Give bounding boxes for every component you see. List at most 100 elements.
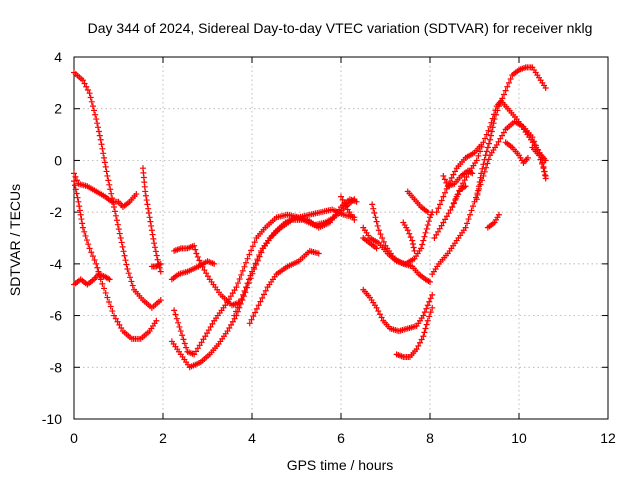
data-point — [116, 230, 123, 237]
data-point — [469, 170, 476, 177]
data-point — [127, 274, 134, 281]
data-point — [118, 324, 125, 331]
data-point — [148, 227, 155, 234]
data-point — [123, 261, 130, 268]
data-point — [411, 247, 418, 254]
data-point — [91, 107, 98, 114]
data-point — [236, 300, 243, 307]
data-point — [483, 164, 490, 171]
data-point — [116, 321, 123, 328]
data-point — [443, 213, 450, 220]
data-point — [203, 270, 210, 277]
data-point — [438, 222, 445, 229]
data-point — [231, 287, 238, 294]
chart-title: Day 344 of 2024, Sidereal Day-to-day VTE… — [88, 20, 593, 36]
data-point — [249, 243, 256, 250]
data-point — [101, 159, 108, 166]
data-point — [262, 287, 269, 294]
data-point — [119, 243, 126, 250]
data-point — [239, 297, 246, 304]
data-point — [487, 132, 494, 139]
data-point — [427, 278, 433, 285]
x-axis-label: GPS time / hours — [287, 457, 394, 473]
data-point — [380, 238, 387, 245]
data-point — [499, 95, 506, 102]
data-point — [148, 222, 155, 229]
data-point — [145, 210, 152, 217]
data-point — [240, 291, 247, 298]
data-point — [433, 209, 440, 216]
data-point — [226, 324, 233, 331]
data-point — [84, 86, 91, 93]
series-arc-2 — [71, 170, 140, 210]
data-point — [120, 248, 127, 255]
data-point — [351, 216, 358, 223]
data-point — [112, 315, 119, 322]
data-point — [376, 311, 383, 318]
data-point — [172, 311, 179, 318]
data-point — [467, 211, 474, 218]
data-point — [374, 222, 381, 229]
data-point — [143, 197, 150, 204]
data-point — [435, 228, 442, 235]
x-tick-label: 4 — [248, 430, 256, 446]
data-point — [157, 297, 164, 304]
data-point — [369, 201, 376, 208]
series-arc-25 — [449, 183, 469, 210]
data-point — [452, 197, 459, 204]
data-point — [407, 234, 414, 241]
data-point — [416, 339, 423, 346]
data-point — [93, 116, 100, 123]
data-point — [81, 228, 88, 235]
data-point — [542, 175, 549, 182]
data-point — [253, 305, 260, 312]
data-point — [443, 179, 450, 186]
data-point — [109, 308, 116, 315]
data-point — [121, 252, 128, 259]
data-point — [180, 336, 187, 343]
data-point — [102, 289, 109, 296]
data-point — [74, 194, 81, 201]
data-point — [224, 328, 231, 335]
data-point — [375, 308, 382, 315]
data-point — [192, 246, 199, 253]
data-point — [436, 225, 443, 232]
data-point — [249, 268, 255, 275]
data-point — [157, 268, 164, 275]
data-point — [490, 120, 497, 127]
data-point — [76, 207, 83, 214]
data-point — [481, 156, 488, 163]
data-point — [248, 316, 255, 323]
data-point — [122, 257, 129, 264]
series-arc-28 — [502, 139, 531, 167]
data-point — [480, 161, 487, 168]
data-point — [445, 210, 452, 217]
data-point — [238, 296, 245, 303]
data-point — [89, 253, 96, 260]
data-point — [484, 144, 491, 151]
data-point — [157, 260, 164, 267]
data-point — [491, 116, 498, 123]
data-point — [88, 98, 95, 105]
data-point — [154, 256, 161, 263]
data-point — [202, 333, 209, 340]
data-point — [75, 198, 82, 205]
data-point — [95, 124, 102, 131]
data-point — [433, 231, 440, 238]
data-point — [232, 308, 239, 315]
data-point — [373, 304, 380, 311]
data-point — [93, 260, 100, 267]
data-point — [175, 319, 182, 326]
data-point — [142, 192, 149, 199]
data-point — [431, 235, 438, 241]
series-arc-20 — [404, 188, 431, 216]
data-point — [198, 339, 205, 346]
data-point — [378, 314, 385, 321]
data-point — [419, 241, 426, 248]
data-point — [99, 280, 106, 287]
data-point — [440, 193, 447, 200]
data-point — [375, 227, 382, 234]
data-point — [183, 344, 190, 351]
series-arc-29 — [529, 144, 549, 182]
